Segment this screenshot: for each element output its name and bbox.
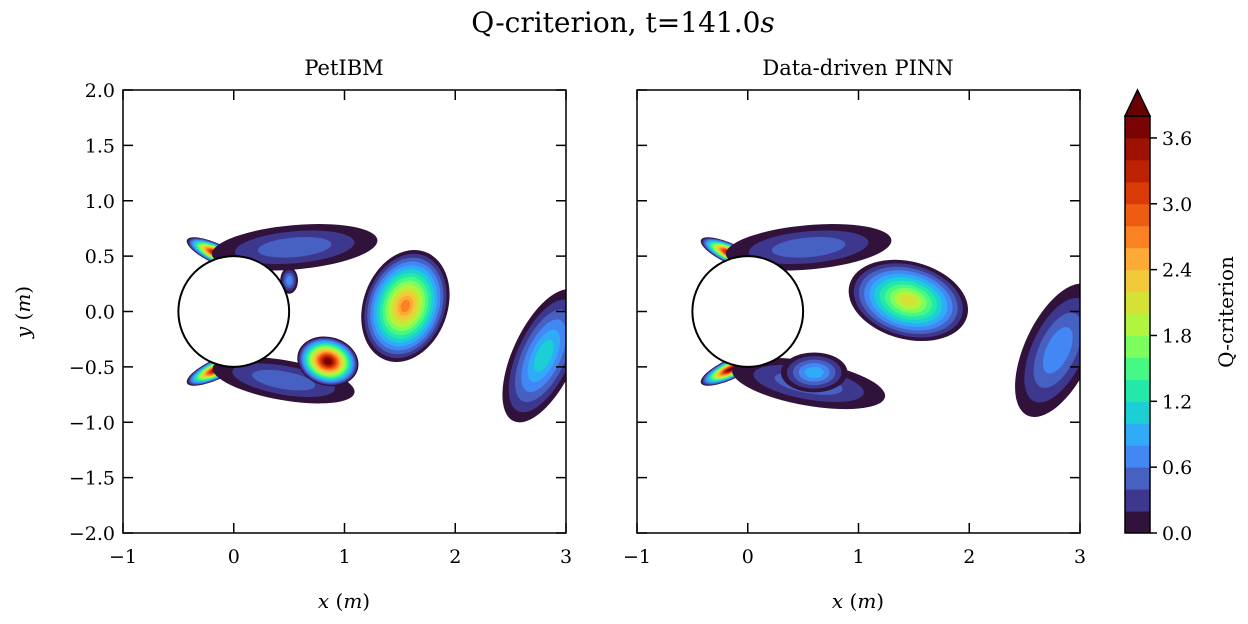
y-tick-label: 2.0 [85, 80, 115, 102]
colorbar-swatch [1125, 401, 1150, 424]
colorbar-swatch [1125, 423, 1150, 446]
colorbar-swatch [1125, 181, 1150, 205]
y-tick-label: −1.5 [69, 468, 115, 490]
pinn-cylinder [691, 255, 805, 368]
colorbar-swatch [1125, 116, 1150, 139]
y-tick-label: 0.5 [85, 246, 115, 268]
vortex-region-upper-vortex [361, 249, 450, 362]
colorbar-swatch [1125, 159, 1150, 183]
colorbar-tick-label: 0.0 [1162, 523, 1192, 545]
contour-level [771, 236, 846, 258]
x-tick-label: −1 [623, 546, 651, 568]
contour-level [804, 366, 824, 379]
petibm-y-axis-label: y (m) [11, 286, 35, 339]
colorbar-swatch [1125, 137, 1150, 161]
colorbar-swatch [1125, 269, 1150, 293]
colorbar-tick-label: 0.6 [1162, 457, 1192, 479]
petibm-panel: PetIBM −1 0 1 2 3 −2.0 −1.5 −1.0 −0.5 0.0 0.5 1.0 1… [11, 56, 572, 613]
x-tick-label: 3 [560, 546, 572, 568]
colorbar-swatch [1125, 335, 1150, 358]
colorbar-tick-label: 2.4 [1162, 260, 1192, 282]
y-tick-label: −0.5 [69, 357, 115, 379]
vortex-region-upper-vortex [848, 259, 969, 342]
colorbar: 0.0 0.6 1.2 1.8 2.4 3.0 3.6 Q-criterion [1123, 88, 1238, 545]
colorbar-extend-arrow [1123, 88, 1152, 117]
colorbar-swatch [1125, 489, 1150, 512]
petibm-cylinder [177, 255, 291, 368]
colorbar-swatch [1125, 291, 1150, 315]
vortex-region-lower-vortex [780, 352, 848, 393]
colorbar-ticks: 0.0 0.6 1.2 1.8 2.4 3.0 3.6 [1150, 128, 1192, 545]
vortex-region-small-blob [280, 267, 298, 294]
contour-level [728, 367, 734, 371]
x-tick-label: 2 [449, 546, 461, 568]
pinn-x-ticks: −1 0 1 2 3 [623, 89, 1086, 568]
y-tick-label: −2.0 [69, 523, 115, 545]
y-tick-label: 0.0 [85, 302, 115, 324]
vortex-region-lower-vortex [297, 336, 359, 387]
x-tick-label: 1 [338, 546, 350, 568]
colorbar-tick-label: 3.6 [1162, 128, 1192, 150]
contour-level [257, 236, 332, 258]
colorbar-swatch [1125, 203, 1150, 227]
contour-level [1042, 327, 1073, 374]
vortex-region-downstream-vortex [502, 289, 566, 423]
petibm-contour-field [186, 224, 566, 423]
colorbar-swatch [1125, 379, 1150, 402]
y-tick-label: −1.0 [69, 412, 115, 434]
x-tick-label: 2 [963, 546, 975, 568]
petibm-title: PetIBM [304, 56, 383, 80]
petibm-x-ticks: −1 0 1 2 3 [109, 90, 572, 568]
colorbar-swatch [1125, 225, 1150, 249]
pinn-x-axis-label: x (m) [832, 589, 884, 613]
colorbar-tick-label: 1.2 [1162, 391, 1192, 413]
pinn-title: Data-driven PINN [762, 56, 953, 80]
pinn-panel: Data-driven PINN −1 0 1 2 3 x (m) [623, 56, 1086, 613]
petibm-x-axis-label: x (m) [318, 589, 370, 613]
colorbar-tick-label: 3.0 [1162, 194, 1192, 216]
contour-level [252, 369, 316, 391]
y-tick-label: 1.0 [85, 191, 115, 213]
colorbar-swatch [1125, 511, 1150, 534]
colorbar-swatch [1125, 467, 1150, 490]
colorbar-swatch [1125, 445, 1150, 468]
contour-level [325, 359, 331, 364]
colorbar-label: Q-criterion [1214, 256, 1238, 368]
colorbar-swatch [1125, 313, 1150, 336]
contour-level [533, 339, 554, 372]
x-tick-label: 0 [742, 546, 754, 568]
colorbar-swatches [1125, 116, 1150, 534]
contour-level [400, 299, 411, 313]
contour-level [900, 294, 917, 307]
contour-level [286, 275, 293, 286]
colorbar-tick-label: 1.8 [1162, 325, 1192, 347]
colorbar-swatch [1125, 357, 1150, 380]
x-tick-label: 1 [852, 546, 864, 568]
colorbar-swatch [1125, 247, 1150, 271]
vortex-region-downstream-vortex [1015, 283, 1080, 417]
x-tick-label: −1 [109, 546, 137, 568]
petibm-y-ticks: −2.0 −1.5 −1.0 −0.5 0.0 0.5 1.0 1.5 2.0 [69, 80, 566, 545]
figure-title: Q-criterion, t=141.0s [471, 6, 775, 39]
x-tick-label: 0 [228, 546, 240, 568]
colorbar-frame [1124, 115, 1151, 534]
y-tick-label: 1.5 [85, 135, 115, 157]
x-tick-label: 3 [1074, 546, 1086, 568]
